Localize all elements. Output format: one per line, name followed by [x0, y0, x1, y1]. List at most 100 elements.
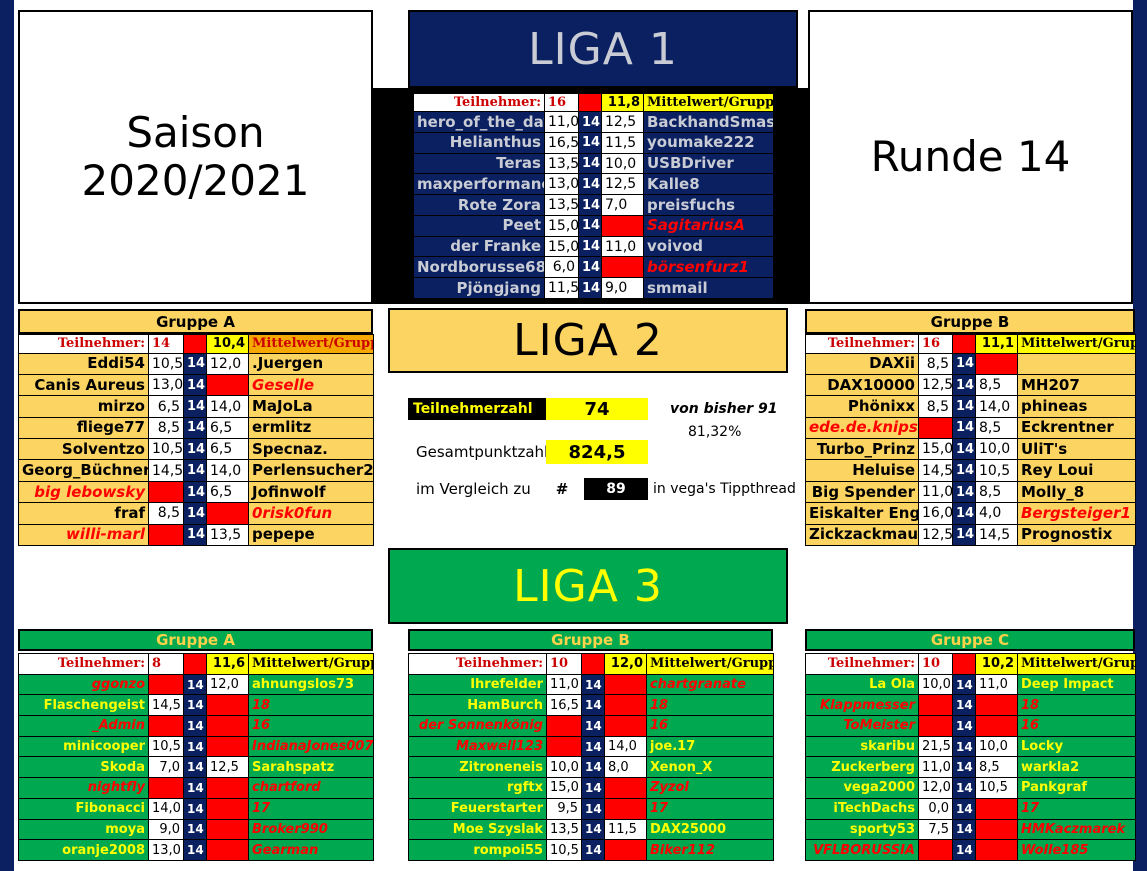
- round-number: 14: [952, 715, 976, 737]
- score-right: 8,5: [975, 416, 1018, 440]
- round-number: 14: [952, 352, 976, 376]
- season-line1: Saison: [126, 107, 265, 157]
- player-name-left: big lebowsky: [18, 480, 149, 504]
- score-right: 14,0: [206, 459, 249, 482]
- round-number: 14: [952, 673, 976, 696]
- score-left: 7,0: [148, 756, 184, 779]
- liga2b-tbody: Teilnehmer:1611,1Mittelwert/GruppeDAXii8…: [805, 334, 1136, 547]
- round-number: 14: [581, 818, 605, 841]
- liga2a-tbody: Teilnehmer:1410,4Mittelwert/GruppeEddi54…: [18, 334, 374, 547]
- average-value: 11,8: [601, 92, 644, 113]
- score-right: 6,5: [206, 480, 249, 504]
- score-left: 14,5: [918, 459, 953, 482]
- round-number: 14: [581, 777, 605, 799]
- liga3-gruppe-a-table-wrap: Teilnehmer:811,6Mittelwert/Gruppeggonzo1…: [18, 653, 374, 861]
- score-left: 11,5: [544, 277, 579, 299]
- liga3-gruppe-a-table: Teilnehmer:811,6Mittelwert/Gruppeggonzo1…: [18, 653, 374, 861]
- score-right: 10,5: [975, 459, 1018, 482]
- player-name-right: smmail: [643, 277, 774, 299]
- round-number: 14: [581, 715, 605, 737]
- table-row: Maxwell123 14 14,0 joe.17: [408, 735, 774, 758]
- score-left-empty: [148, 673, 184, 696]
- round-number: 14: [183, 480, 207, 504]
- score-left-empty: [148, 480, 184, 504]
- table-row: hero_of_the_day 11,0 14 12,5 BackhandSmash: [413, 111, 774, 133]
- table-row: fraf 8,5 14 0risk0fun: [18, 502, 374, 525]
- score-right-empty: [206, 735, 249, 758]
- round-number: 14: [581, 756, 605, 779]
- player-name-left: minicooper: [18, 735, 149, 758]
- score-left: 8,5: [148, 502, 184, 525]
- player-name-left: Eddi54: [18, 352, 149, 376]
- table-row: Canis Aureus 13,0 14 Geselle: [18, 374, 374, 397]
- score-left: 15,0: [544, 214, 579, 237]
- score-right: 12,0: [206, 673, 249, 696]
- table-row: Fibonacci 14,0 14 17: [18, 797, 374, 820]
- round-number: 14: [183, 438, 207, 461]
- mittelwert-header: Mittelwert/Gruppe: [1017, 334, 1136, 354]
- table-row: skaribu 21,5 14 10,0 Locky: [805, 735, 1136, 758]
- header-red-cell: [952, 653, 976, 675]
- teilnehmer-count: 10: [546, 653, 582, 675]
- round-number: 14: [578, 131, 602, 154]
- player-name-right: Zyzol: [646, 777, 774, 799]
- table-row: moya 9,0 14 Broker990: [18, 818, 374, 841]
- table-row: Rote Zora 13,5 14 7,0 preisfuchs: [413, 194, 774, 216]
- table-row: HamBurch 16,5 14 18: [408, 694, 774, 717]
- liga1-table: Teilnehmer: 16 11,8 Mittelwert/Gruppe hero_o…: [413, 92, 774, 299]
- score-left: 10,0: [918, 673, 953, 696]
- score-right-empty: [206, 839, 249, 861]
- score-left: 12,5: [918, 374, 953, 397]
- round-number: 14: [952, 839, 976, 861]
- liga3-gruppe-a-title: Gruppe A: [18, 629, 373, 651]
- player-name-right: pepepe: [248, 523, 374, 547]
- score-right: 6,5: [206, 438, 249, 461]
- round-number: 14: [578, 277, 602, 299]
- player-name-left: der Sonnenkönig: [408, 715, 547, 737]
- score-left: 7,5: [918, 818, 953, 841]
- score-right-empty: [975, 715, 1018, 737]
- player-name-right: 18: [646, 694, 774, 717]
- score-right: 8,0: [604, 756, 647, 779]
- header-red-cell: [578, 92, 602, 113]
- table-row: Phönixx 8,5 14 14,0 phineas: [805, 395, 1136, 418]
- player-name-left: Moe Szyslak: [408, 818, 547, 841]
- table-row: Pjöngjang 11,5 14 9,0 smmail: [413, 277, 774, 299]
- score-left-empty: [918, 694, 953, 717]
- score-right-empty: [975, 839, 1018, 861]
- table-row: Ihrefelder 11,0 14 chartgranate: [408, 673, 774, 696]
- liga2-gruppe-a-label: Gruppe A: [156, 312, 235, 331]
- player-name-left: Big Spender: [805, 480, 919, 504]
- liga3-banner-label: LIGA 3: [513, 560, 663, 612]
- score-right-empty: [975, 797, 1018, 820]
- round-number: 14: [952, 818, 976, 841]
- score-right: 11,5: [604, 818, 647, 841]
- mittelwert-header: Mittelwert/Gruppe: [1017, 653, 1136, 675]
- player-name-left: Zitroneneis: [408, 756, 547, 779]
- table-row: La Ola 10,0 14 11,0 Deep Impact: [805, 673, 1136, 696]
- score-right-empty: [206, 818, 249, 841]
- score-left: 8,5: [918, 352, 953, 376]
- player-name-right: ahnungslos73: [248, 673, 374, 696]
- player-name-right: phineas: [1017, 395, 1136, 418]
- player-name-left: Zickzackmaus: [805, 523, 919, 547]
- player-name-left: Nordborusse68: [413, 256, 545, 279]
- player-name-left: La Ola: [805, 673, 919, 696]
- score-right: 10,0: [975, 735, 1018, 758]
- player-name-right: börsenfurz1: [643, 256, 774, 279]
- player-name-left: Solventzo: [18, 438, 149, 461]
- score-right: 6,5: [206, 416, 249, 440]
- player-name-right: Biker112: [646, 839, 774, 861]
- score-right: 8,5: [975, 756, 1018, 779]
- teilnehmer-label: Teilnehmer:: [413, 92, 545, 113]
- teilnehmer-label: Teilnehmer:: [408, 653, 547, 675]
- player-name-left: fliege77: [18, 416, 149, 440]
- header-red-cell: [581, 653, 605, 675]
- liga2-gruppe-a-table-wrap: Teilnehmer:1410,4Mittelwert/GruppeEddi54…: [18, 334, 374, 547]
- table-header-row: Teilnehmer: 16 11,8 Mittelwert/Gruppe: [413, 92, 774, 113]
